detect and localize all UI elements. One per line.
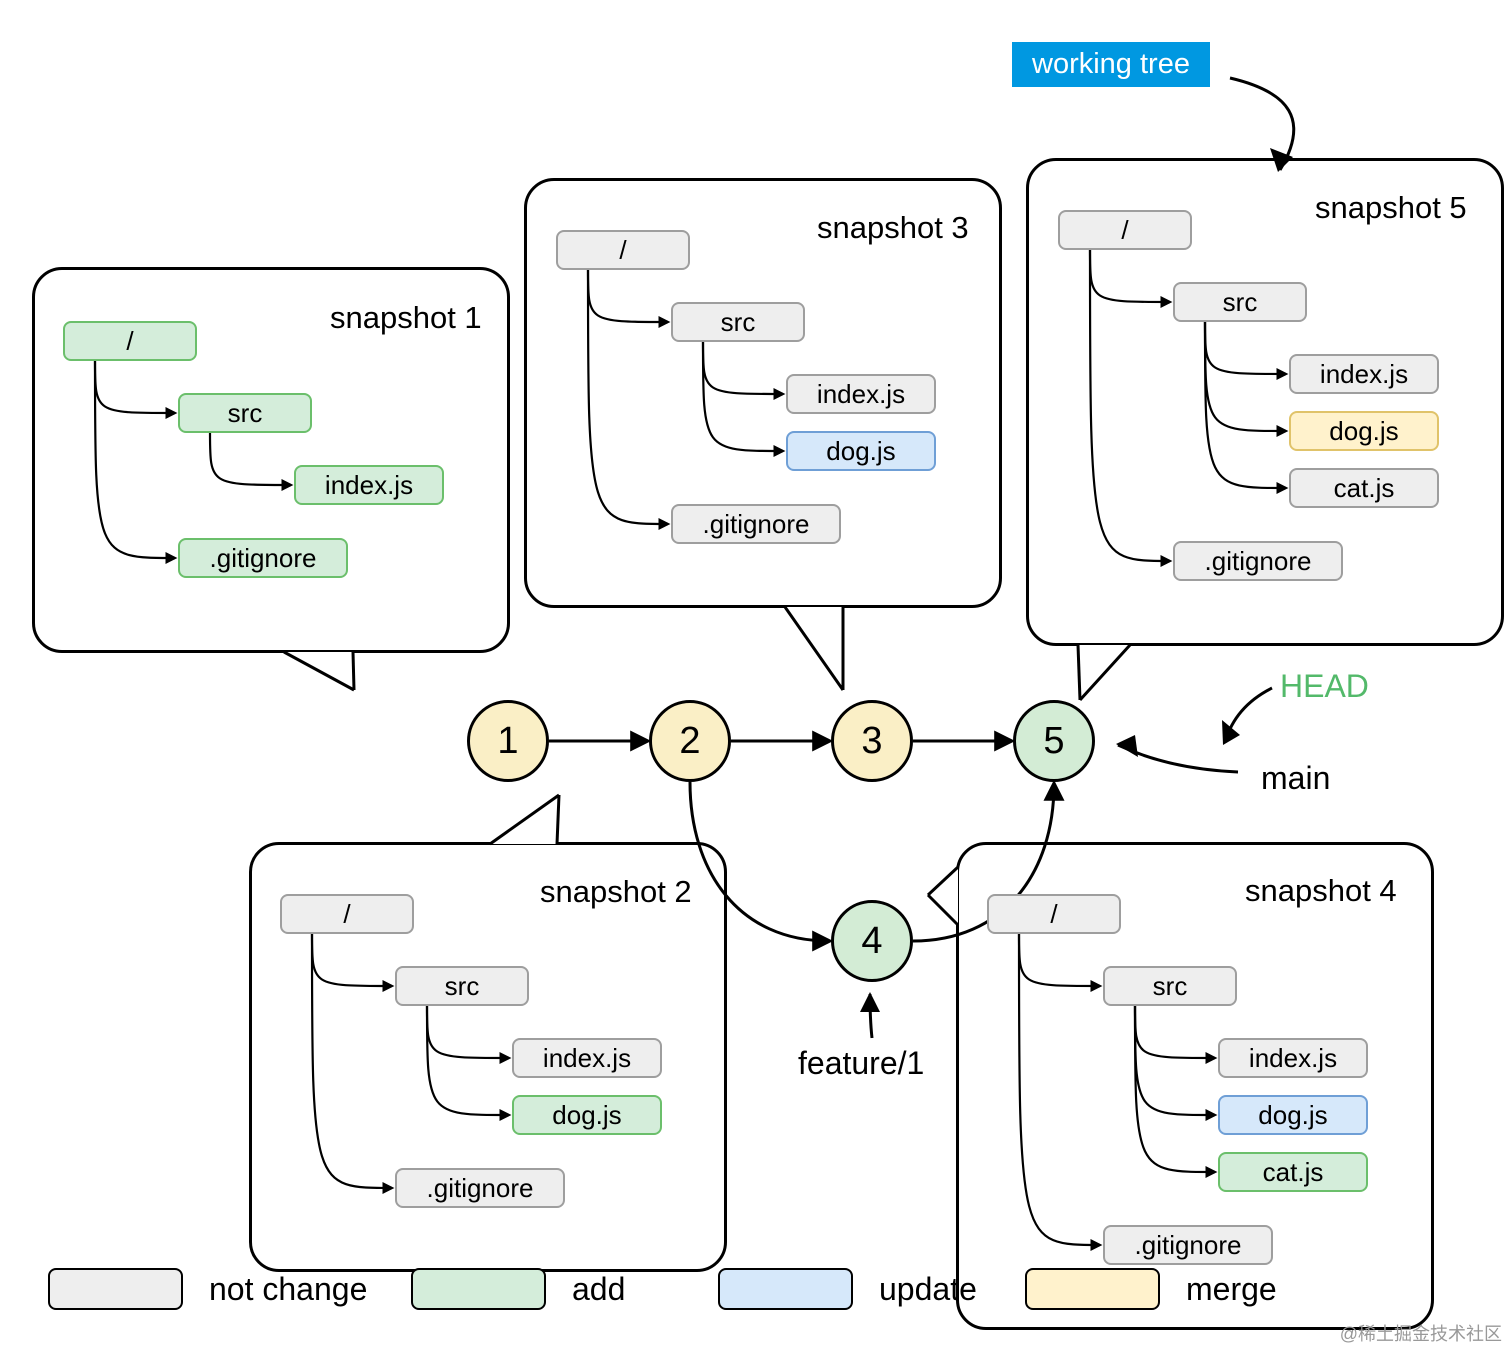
- file-box: src: [1103, 966, 1237, 1006]
- diagram-canvas: working tree snapshot 1 snapshot 2 snaps…: [0, 0, 1512, 1354]
- head-label: HEAD: [1280, 668, 1369, 705]
- main-label: main: [1261, 760, 1330, 797]
- legend-swatch-green: [411, 1268, 546, 1310]
- file-box: /: [987, 894, 1121, 934]
- file-box: /: [63, 321, 197, 361]
- file-box: /: [280, 894, 414, 934]
- legend-text-merge: merge: [1186, 1271, 1277, 1308]
- commit-2-label: 2: [679, 720, 700, 763]
- legend-merge: merge: [1025, 1268, 1277, 1310]
- file-box: cat.js: [1218, 1152, 1368, 1192]
- file-box: src: [671, 302, 805, 342]
- file-box: index.js: [1289, 354, 1439, 394]
- snapshot-4-title: snapshot 4: [1245, 873, 1397, 909]
- legend-add: add: [411, 1268, 625, 1310]
- commit-1-label: 1: [497, 720, 518, 763]
- file-box: .gitignore: [395, 1168, 565, 1208]
- commit-2: 2: [649, 700, 731, 782]
- file-box: src: [395, 966, 529, 1006]
- snapshot-1-title: snapshot 1: [330, 300, 482, 336]
- legend-text-update: update: [879, 1271, 977, 1308]
- legend-swatch-blue: [718, 1268, 853, 1310]
- legend-update: update: [718, 1268, 977, 1310]
- commit-4-label: 4: [861, 920, 882, 963]
- file-box: index.js: [512, 1038, 662, 1078]
- file-box: index.js: [786, 374, 936, 414]
- commit-3: 3: [831, 700, 913, 782]
- file-box: .gitignore: [1173, 541, 1343, 581]
- file-box: .gitignore: [178, 538, 348, 578]
- commit-4: 4: [831, 900, 913, 982]
- file-box: src: [178, 393, 312, 433]
- file-box: .gitignore: [671, 504, 841, 544]
- file-box: index.js: [1218, 1038, 1368, 1078]
- file-box: dog.js: [512, 1095, 662, 1135]
- commit-1: 1: [467, 700, 549, 782]
- file-box: /: [1058, 210, 1192, 250]
- file-box: src: [1173, 282, 1307, 322]
- legend-text-not-change: not change: [209, 1271, 367, 1308]
- file-box: dog.js: [786, 431, 936, 471]
- legend-swatch-yellow: [1025, 1268, 1160, 1310]
- commit-5: 5: [1013, 700, 1095, 782]
- file-box: dog.js: [1289, 411, 1439, 451]
- watermark: @稀土掘金技术社区: [1340, 1320, 1502, 1346]
- legend-text-add: add: [572, 1271, 625, 1308]
- commit-5-label: 5: [1043, 720, 1064, 763]
- snapshot-2-title: snapshot 2: [540, 874, 692, 910]
- file-box: index.js: [294, 465, 444, 505]
- feature-label: feature/1: [798, 1045, 924, 1082]
- file-box: cat.js: [1289, 468, 1439, 508]
- file-box: .gitignore: [1103, 1225, 1273, 1265]
- file-box: dog.js: [1218, 1095, 1368, 1135]
- file-box: /: [556, 230, 690, 270]
- legend-swatch-gray: [48, 1268, 183, 1310]
- snapshot-5-title: snapshot 5: [1315, 190, 1467, 226]
- snapshot-3-title: snapshot 3: [817, 210, 969, 246]
- legend-not-change: not change: [48, 1268, 367, 1310]
- working-tree-badge: working tree: [1012, 42, 1210, 87]
- commit-3-label: 3: [861, 720, 882, 763]
